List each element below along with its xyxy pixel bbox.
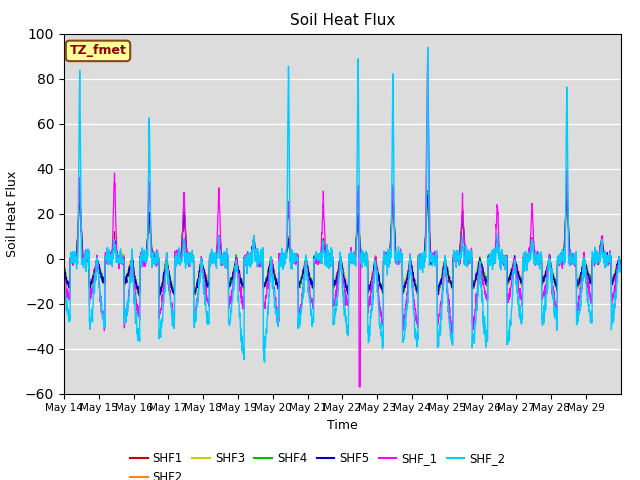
SHF2 xyxy=(542,271,550,277)
SHF5 xyxy=(617,263,625,269)
SHF4 xyxy=(510,260,518,266)
SHF5 xyxy=(389,190,397,196)
SHF_1 xyxy=(510,256,518,262)
SHF1 xyxy=(609,278,617,284)
SHF2 xyxy=(424,190,431,196)
SHF_2 xyxy=(236,314,244,320)
SHF4 xyxy=(60,266,68,272)
Line: SHF3: SHF3 xyxy=(64,198,621,296)
SHF_1 xyxy=(236,287,244,292)
SHF2 xyxy=(510,258,518,264)
SHF4 xyxy=(542,273,550,278)
SHF3 xyxy=(389,195,397,201)
SHF4 xyxy=(609,277,617,283)
SHF5 xyxy=(116,257,124,263)
SHF4 xyxy=(116,259,124,264)
SHF_2 xyxy=(617,269,625,275)
SHF_2 xyxy=(60,268,68,274)
Line: SHF2: SHF2 xyxy=(64,193,621,295)
SHF1 xyxy=(510,257,518,263)
SHF5 xyxy=(376,280,384,286)
SHF5 xyxy=(510,255,518,261)
SHF1 xyxy=(563,186,571,192)
Line: SHF5: SHF5 xyxy=(64,193,621,295)
Line: SHF4: SHF4 xyxy=(64,191,621,298)
X-axis label: Time: Time xyxy=(327,419,358,432)
SHF5 xyxy=(236,274,244,280)
SHF1 xyxy=(116,257,124,263)
SHF_2 xyxy=(424,44,431,50)
Text: TZ_fmet: TZ_fmet xyxy=(70,44,127,58)
SHF3 xyxy=(156,293,163,299)
SHF1 xyxy=(236,275,244,281)
SHF_1 xyxy=(116,253,124,259)
SHF5 xyxy=(609,278,617,284)
Line: SHF1: SHF1 xyxy=(64,189,621,295)
SHF_1 xyxy=(617,265,625,271)
SHF3 xyxy=(510,258,518,264)
Line: SHF_1: SHF_1 xyxy=(64,50,621,387)
SHF2 xyxy=(116,256,124,262)
Line: SHF_2: SHF_2 xyxy=(64,47,621,362)
SHF_1 xyxy=(355,384,363,390)
SHF2 xyxy=(376,280,384,286)
SHF4 xyxy=(376,284,384,290)
SHF5 xyxy=(542,268,550,274)
SHF3 xyxy=(60,264,68,269)
SHF_2 xyxy=(510,262,518,267)
Y-axis label: Soil Heat Flux: Soil Heat Flux xyxy=(6,170,19,257)
SHF4 xyxy=(617,260,625,266)
SHF4 xyxy=(236,275,244,280)
SHF_2 xyxy=(116,256,124,262)
SHF_1 xyxy=(60,265,68,271)
SHF2 xyxy=(609,279,617,285)
SHF4 xyxy=(76,188,84,193)
SHF3 xyxy=(609,276,617,282)
SHF_1 xyxy=(376,309,384,315)
SHF5 xyxy=(171,292,179,298)
SHF_2 xyxy=(609,314,617,320)
SHF3 xyxy=(376,282,384,288)
Title: Soil Heat Flux: Soil Heat Flux xyxy=(290,13,395,28)
SHF_1 xyxy=(424,47,431,53)
SHF3 xyxy=(617,260,625,266)
SHF1 xyxy=(541,270,549,276)
SHF1 xyxy=(376,280,384,286)
SHF5 xyxy=(60,263,68,268)
SHF3 xyxy=(116,253,124,259)
SHF1 xyxy=(60,264,68,270)
SHF_2 xyxy=(542,307,550,312)
SHF_2 xyxy=(376,325,384,331)
SHF3 xyxy=(542,271,550,277)
SHF2 xyxy=(60,262,68,267)
SHF1 xyxy=(156,292,164,298)
SHF_1 xyxy=(542,283,550,288)
SHF_2 xyxy=(260,359,268,365)
SHF2 xyxy=(190,292,198,298)
SHF3 xyxy=(236,275,244,280)
SHF_1 xyxy=(609,290,617,296)
SHF2 xyxy=(236,273,244,279)
SHF4 xyxy=(155,295,163,300)
SHF1 xyxy=(617,262,625,268)
SHF2 xyxy=(617,262,625,267)
Legend: SHF1, SHF2, SHF3, SHF4, SHF5, SHF_1, SHF_2: SHF1, SHF2, SHF3, SHF4, SHF5, SHF_1, SHF… xyxy=(125,447,510,480)
